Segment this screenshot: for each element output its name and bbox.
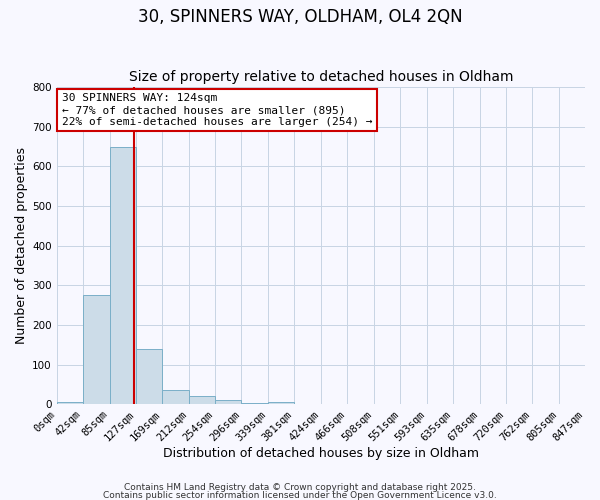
Bar xyxy=(215,400,241,404)
Y-axis label: Number of detached properties: Number of detached properties xyxy=(15,147,28,344)
Text: 30 SPINNERS WAY: 124sqm
← 77% of detached houses are smaller (895)
22% of semi-d: 30 SPINNERS WAY: 124sqm ← 77% of detache… xyxy=(62,94,373,126)
Text: Contains HM Land Registry data © Crown copyright and database right 2025.: Contains HM Land Registry data © Crown c… xyxy=(124,484,476,492)
Bar xyxy=(110,146,136,404)
Text: 30, SPINNERS WAY, OLDHAM, OL4 2QN: 30, SPINNERS WAY, OLDHAM, OL4 2QN xyxy=(137,8,463,26)
Title: Size of property relative to detached houses in Oldham: Size of property relative to detached ho… xyxy=(128,70,513,85)
Bar xyxy=(83,296,110,405)
Bar xyxy=(189,396,215,404)
Text: Contains public sector information licensed under the Open Government Licence v3: Contains public sector information licen… xyxy=(103,490,497,500)
Bar xyxy=(268,402,295,404)
X-axis label: Distribution of detached houses by size in Oldham: Distribution of detached houses by size … xyxy=(163,447,479,460)
Bar xyxy=(56,402,83,404)
Bar xyxy=(241,403,268,404)
Bar xyxy=(136,349,162,405)
Bar xyxy=(162,390,189,404)
